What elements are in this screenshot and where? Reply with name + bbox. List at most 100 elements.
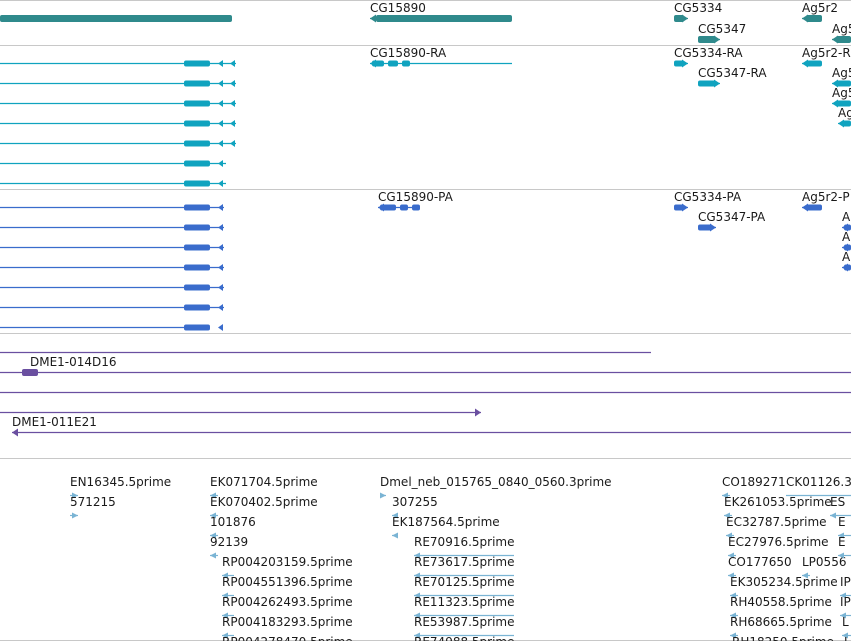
est-feature[interactable]: RP004278470.5prime	[222, 635, 353, 641]
est-feature[interactable]: RH18250.5prime	[732, 635, 834, 641]
est-feature[interactable]: IP	[840, 595, 851, 619]
protein-feature[interactable]: Ag5r2-P	[802, 190, 850, 212]
gene-track: CG15890 CG5334 CG5347 Ag5r2 Ag5	[0, 1, 851, 44]
feature-block	[184, 284, 210, 291]
feature-label: CO177650	[728, 555, 792, 569]
est-feature[interactable]: RE74988.5prime	[414, 635, 516, 641]
protein-feature[interactable]: CG15890-PA	[378, 190, 454, 212]
est-feature[interactable]: 92139	[210, 535, 248, 559]
protein-feature[interactable]: A	[842, 230, 851, 252]
est-feature[interactable]: RE70916.5prime	[414, 535, 515, 559]
clone-feature[interactable]	[0, 408, 481, 417]
transcript-track: CG15890-RA CG5334-RA CG5347-RA Ag5r2-R Ag5 Ag…	[0, 46, 851, 187]
protein-feature[interactable]	[0, 324, 223, 331]
est-feature[interactable]: EK261053.5prime	[724, 495, 832, 519]
gene-feature[interactable]: CG5334	[674, 1, 722, 23]
feature-label: EK261053.5prime	[724, 495, 832, 509]
est-feature[interactable]: IP	[840, 575, 851, 599]
transcript-feature[interactable]	[0, 120, 236, 127]
transcript-feature[interactable]	[0, 140, 236, 147]
protein-feature[interactable]: CG5334-PA	[674, 190, 742, 212]
est-feature[interactable]: EN16345.5prime	[70, 475, 171, 499]
transcript-feature[interactable]: CG5347-RA	[698, 66, 767, 88]
transcript-feature[interactable]	[0, 60, 236, 67]
protein-feature[interactable]	[0, 204, 224, 211]
strand-arrow	[222, 632, 228, 639]
feature-block	[806, 60, 822, 67]
est-feature[interactable]: EK071704.5prime	[210, 475, 318, 499]
protein-feature[interactable]: A	[842, 250, 851, 272]
transcript-feature[interactable]: Ag	[838, 106, 851, 128]
est-feature[interactable]: CO189271	[722, 475, 786, 499]
est-feature[interactable]: EC27976.5prime	[728, 535, 829, 559]
est-feature[interactable]: ES	[830, 495, 851, 519]
strand-arrow	[842, 263, 848, 272]
est-feature[interactable]: RH40558.5prime	[730, 595, 832, 619]
est-feature[interactable]: 571215	[70, 495, 116, 519]
est-feature[interactable]: RE11323.5prime	[414, 595, 515, 619]
transcript-feature[interactable]: CG5334-RA	[674, 46, 743, 68]
transcript-feature[interactable]: Ag5r2-R	[802, 46, 851, 68]
est-feature[interactable]: RH68665.5prime	[730, 615, 832, 639]
est-feature[interactable]: I	[844, 635, 851, 641]
est-feature[interactable]: RP004203159.5prime	[222, 555, 353, 579]
strand-arrow	[682, 203, 688, 212]
protein-feature[interactable]	[0, 244, 224, 251]
est-feature[interactable]: RE53987.5prime	[414, 615, 515, 639]
est-feature[interactable]: Dmel_neb_015765_0840_0560.3prime	[380, 475, 612, 499]
feature-label: RE73617.5prime	[414, 555, 515, 569]
transcript-feature[interactable]: CG15890-RA	[370, 46, 512, 68]
transcript-feature[interactable]: Ag5	[832, 66, 851, 88]
strand-arrow	[414, 632, 420, 639]
est-feature[interactable]: L	[842, 615, 851, 639]
est-feature[interactable]: E	[838, 515, 851, 539]
est-feature[interactable]: RP004262493.5prime	[222, 595, 353, 619]
feature-label: E	[838, 535, 846, 549]
est-feature[interactable]: 101876	[210, 515, 256, 539]
strand-arrow	[392, 512, 398, 519]
est-feature[interactable]: EK305234.5prime	[730, 575, 838, 599]
est-feature[interactable]: RP004183293.5prime	[222, 615, 353, 639]
transcript-feature[interactable]	[0, 80, 236, 87]
est-feature[interactable]: EK070402.5prime	[210, 495, 318, 519]
feature-label: E	[838, 515, 846, 529]
protein-feature[interactable]	[0, 304, 224, 311]
strand-arrow	[832, 35, 838, 44]
feature-block	[674, 60, 684, 67]
protein-feature[interactable]: CG5347-PA	[698, 210, 766, 232]
exon-marker	[218, 60, 223, 67]
est-feature[interactable]: 307255	[392, 495, 438, 519]
protein-feature[interactable]: A	[842, 210, 851, 232]
protein-feature[interactable]	[0, 264, 224, 271]
est-feature[interactable]: RP004551396.5prime	[222, 575, 353, 599]
est-feature[interactable]: RE73617.5prime	[414, 555, 515, 579]
est-feature[interactable]: LP0556	[802, 555, 846, 579]
est-feature[interactable]: CK01126.3	[786, 475, 851, 497]
gene-feature[interactable]	[0, 15, 232, 22]
est-feature[interactable]: E	[838, 535, 851, 559]
gene-feature[interactable]: Ag5	[832, 22, 851, 44]
est-feature[interactable]: CO177650	[728, 555, 792, 579]
strand-arrow	[840, 592, 846, 599]
feature-label: 571215	[70, 495, 116, 509]
feature-label: RE53987.5prime	[414, 615, 515, 629]
transcript-feature[interactable]	[0, 180, 226, 187]
strand-arrow	[802, 203, 808, 212]
strand-arrow	[370, 59, 376, 68]
est-feature[interactable]: EK187564.5prime	[392, 515, 500, 539]
transcript-feature[interactable]	[0, 100, 236, 107]
gene-feature[interactable]: CG5347	[698, 22, 746, 44]
clone-feature[interactable]: DME1-014D16	[0, 355, 851, 376]
protein-feature[interactable]	[0, 224, 224, 231]
feature-label: Ag5r2-P	[802, 190, 850, 204]
gene-feature[interactable]: Ag5r2	[802, 1, 838, 23]
transcript-feature[interactable]: Ag5	[832, 86, 851, 108]
est-feature[interactable]: EC32787.5prime	[726, 515, 827, 539]
protein-feature[interactable]	[0, 284, 224, 291]
clone-feature[interactable]: DME1-011E21	[12, 415, 851, 437]
est-feature[interactable]: RE70125.5prime	[414, 575, 515, 599]
gene-feature[interactable]: CG15890	[370, 1, 512, 23]
transcript-feature[interactable]	[0, 160, 226, 167]
